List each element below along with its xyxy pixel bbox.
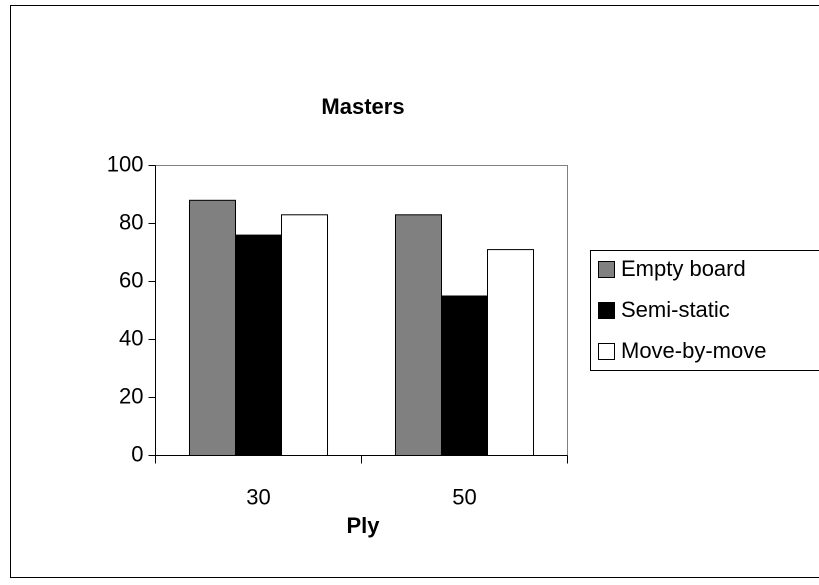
bar (440, 295, 489, 456)
x-axis-label: Ply (346, 513, 380, 538)
legend-label: Semi-static (621, 297, 730, 322)
y-tick-label: 20 (119, 383, 143, 408)
x-tick-label: 30 (246, 484, 270, 509)
y-tick-label: 100 (107, 151, 144, 176)
chart-title: Masters (321, 94, 404, 119)
y-tick-label: 80 (119, 209, 143, 234)
y-tick-label: 0 (131, 441, 143, 466)
bar (394, 214, 442, 456)
y-tick-label: 60 (119, 267, 143, 292)
legend-label: Empty board (621, 256, 746, 281)
legend-swatch (598, 343, 615, 360)
bar (234, 234, 283, 456)
legend-label: Move-by-move (621, 338, 766, 363)
x-tick-label: 50 (452, 484, 476, 509)
legend-swatch (598, 302, 615, 319)
legend-swatch (598, 261, 615, 278)
bar (281, 214, 329, 456)
bar (487, 249, 535, 456)
bar (188, 199, 236, 456)
y-tick-label: 40 (119, 325, 143, 350)
legend-box (590, 250, 819, 371)
